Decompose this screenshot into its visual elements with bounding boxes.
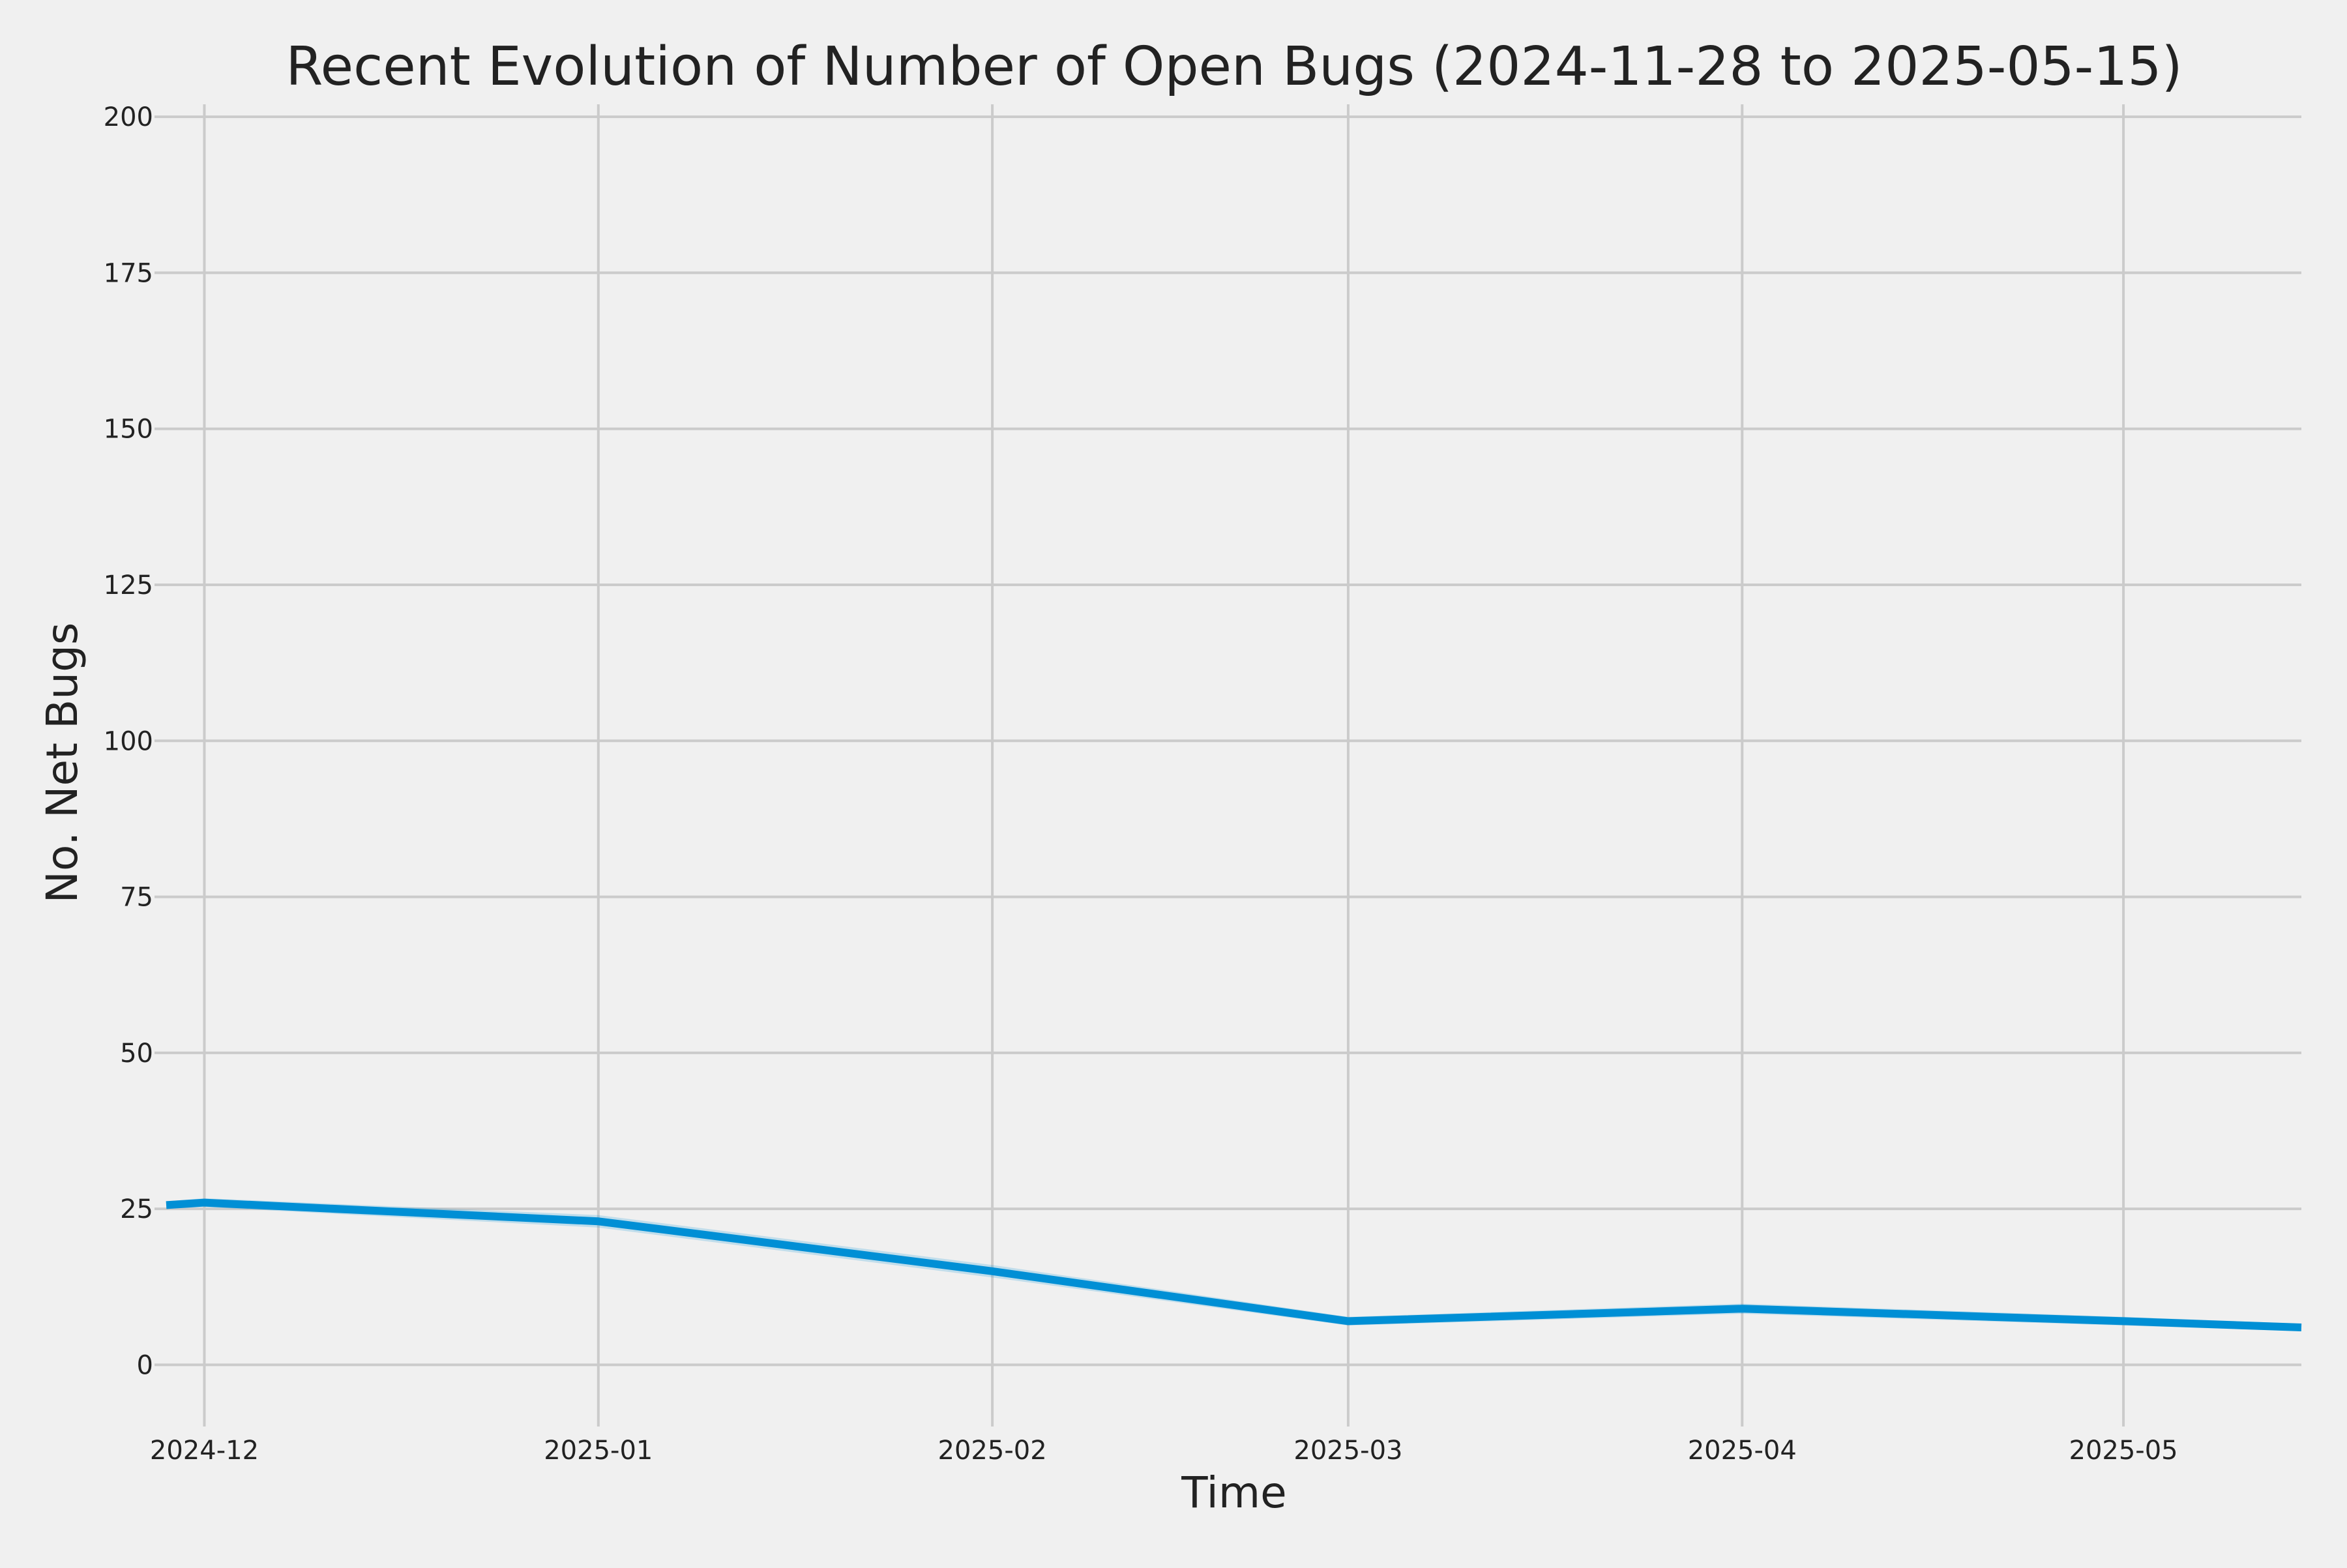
x-tick-label: 2024-12 (150, 1436, 259, 1466)
y-axis-ticks: 0 25 50 75 100 125 150 175 200 (104, 102, 153, 1380)
x-tick-label: 2025-05 (2069, 1436, 2178, 1466)
x-axis-ticks: 2024-12 2025-01 2025-02 2025-03 2025-04 2025-… (150, 1436, 2178, 1466)
y-tick-label: 125 (104, 570, 153, 600)
y-tick-label: 100 (104, 726, 153, 756)
y-tick-label: 0 (137, 1350, 153, 1380)
y-tick-label: 175 (104, 258, 153, 288)
series-layer (166, 1198, 2302, 1331)
x-tick-label: 2025-03 (1293, 1436, 1402, 1466)
x-tick-label: 2025-02 (938, 1436, 1047, 1466)
x-tick-label: 2025-01 (544, 1436, 653, 1466)
chart-title: Recent Evolution of Number of Open Bugs … (286, 36, 2182, 98)
y-tick-label: 50 (120, 1039, 153, 1069)
y-tick-label: 150 (104, 415, 153, 445)
x-tick-label: 2025-04 (1688, 1436, 1797, 1466)
y-tick-label: 25 (120, 1194, 153, 1224)
y-axis-label: No. Net Bugs (37, 623, 87, 904)
series-line (166, 1198, 2302, 1331)
y-tick-label: 75 (120, 883, 153, 913)
y-tick-label: 200 (104, 102, 153, 132)
grid (155, 104, 2301, 1427)
x-axis-label: Time (1181, 1468, 1287, 1518)
